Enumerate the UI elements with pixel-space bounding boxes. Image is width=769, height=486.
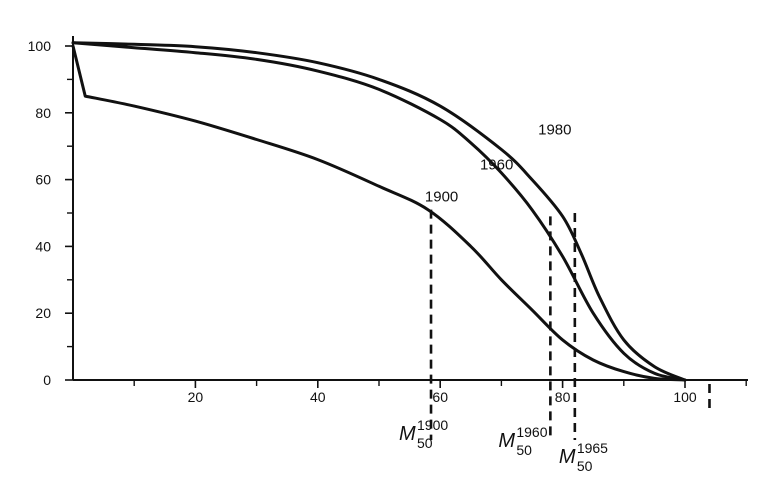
series-label-1980: 1980 — [538, 122, 571, 139]
x-tick-label: 20 — [188, 389, 204, 405]
x-tick-label: 80 — [555, 389, 571, 405]
x-tick-label: 60 — [432, 389, 448, 405]
series-layer — [71, 41, 687, 382]
y-tick-label: 60 — [35, 172, 51, 188]
axes: 20 40 60 80 100 0 20 40 60 80 100 — [28, 35, 748, 405]
series-label-1960: 1960 — [480, 157, 513, 174]
x-minor-ticks — [133, 380, 747, 386]
marker-label: M 50 1965 — [559, 440, 608, 474]
series-line-1960 — [71, 41, 687, 382]
marker-label-main: M — [498, 430, 515, 452]
y-tick-label: 0 — [43, 372, 51, 388]
x-ticks: 20 40 60 80 100 — [188, 380, 697, 405]
y-minor-ticks — [67, 78, 73, 348]
marker-label-sup: 1965 — [577, 440, 608, 456]
marker-label: M 50 1900 — [399, 417, 448, 451]
marker-label-main: M — [559, 446, 576, 468]
marker-label-sup: 1960 — [516, 424, 547, 440]
marker-label: M 50 1960 — [498, 424, 547, 458]
y-tick-label: 80 — [35, 105, 51, 121]
series-line-1980 — [71, 41, 687, 382]
y-tick-label: 100 — [28, 38, 52, 54]
marker-label-sub: 50 — [516, 442, 532, 458]
marker-label-sup: 1900 — [417, 417, 448, 433]
marker-label-main: M — [399, 423, 416, 445]
y-tick-label: 40 — [35, 238, 51, 254]
marker-lines — [429, 209, 711, 440]
series-label-1900: 1900 — [425, 188, 458, 205]
marker-label-sub: 50 — [417, 435, 433, 451]
marker-label-sub: 50 — [577, 458, 593, 474]
x-tick-label: 100 — [673, 389, 697, 405]
series-line-1900 — [71, 44, 687, 382]
y-ticks: 0 20 40 60 80 100 — [28, 38, 73, 388]
y-tick-label: 20 — [35, 305, 51, 321]
x-tick-label: 40 — [310, 389, 326, 405]
